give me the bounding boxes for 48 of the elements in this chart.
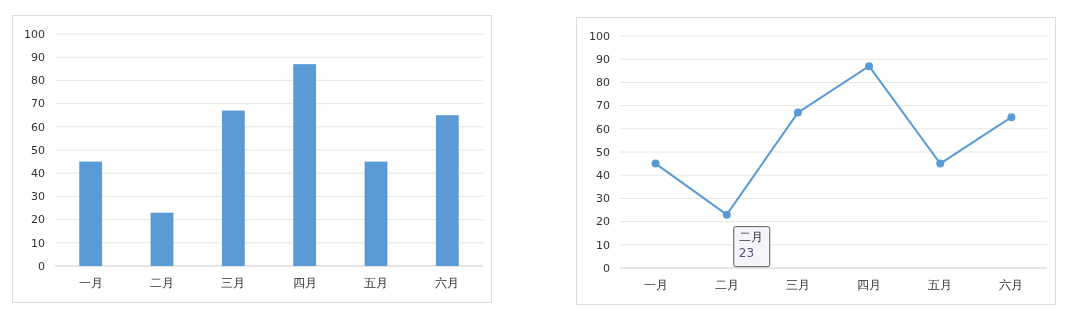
point (722, 210, 731, 219)
y-tick-label: 70 (596, 99, 610, 113)
y-tick-label: 60 (596, 122, 610, 136)
tooltip: 二月 23 (733, 226, 771, 268)
y-tick-label: 100 (24, 27, 45, 41)
y-tick-label: 100 (589, 29, 610, 43)
point (651, 159, 660, 168)
point (865, 62, 874, 71)
y-tick-label: 90 (596, 53, 610, 67)
y-tick-label: 40 (31, 167, 45, 181)
bar (221, 110, 245, 266)
annotation: 二月 23 (738, 229, 763, 260)
point (1007, 113, 1016, 122)
x-tick-label: 五月 (364, 276, 388, 290)
x-tick-label: 一月 (78, 276, 103, 290)
x-tick-label: 四月 (292, 276, 317, 290)
y-tick-label: 30 (596, 192, 610, 206)
x-tick-label: 六月 (999, 278, 1024, 292)
bar (293, 64, 317, 266)
x-tick-label: 二月 (150, 276, 174, 290)
bar (364, 161, 388, 266)
y-tick-label: 20 (596, 215, 610, 229)
y-tick-label: 30 (31, 190, 45, 204)
y-tick-label: 0 (38, 259, 45, 273)
y-tick-label: 0 (603, 261, 610, 275)
y-tick-label: 70 (31, 97, 45, 111)
y-tick-label: 60 (31, 120, 45, 134)
x-tick-label: 一月 (643, 278, 668, 292)
x-tick-label: 四月 (857, 278, 882, 292)
y-tick-label: 50 (31, 143, 45, 157)
y-tick-label: 10 (31, 236, 45, 250)
point (936, 159, 945, 168)
bar (79, 161, 103, 266)
y-tick-label: 20 (31, 213, 45, 227)
y-tick-label: 10 (596, 238, 610, 252)
bar (150, 212, 174, 266)
y-tick-label: 40 (596, 169, 610, 183)
bar (435, 115, 459, 266)
y-tick-label: 80 (596, 76, 610, 90)
y-tick-label: 80 (31, 74, 45, 88)
x-tick-label: 二月 (714, 278, 739, 292)
x-tick-label: 三月 (785, 278, 810, 292)
x-tick-label: 六月 (435, 276, 460, 290)
x-tick-label: 三月 (221, 276, 246, 290)
y-tick-label: 90 (31, 51, 45, 65)
y-tick-label: 50 (596, 145, 610, 159)
x-tick-label: 五月 (928, 278, 953, 292)
point (793, 108, 802, 117)
